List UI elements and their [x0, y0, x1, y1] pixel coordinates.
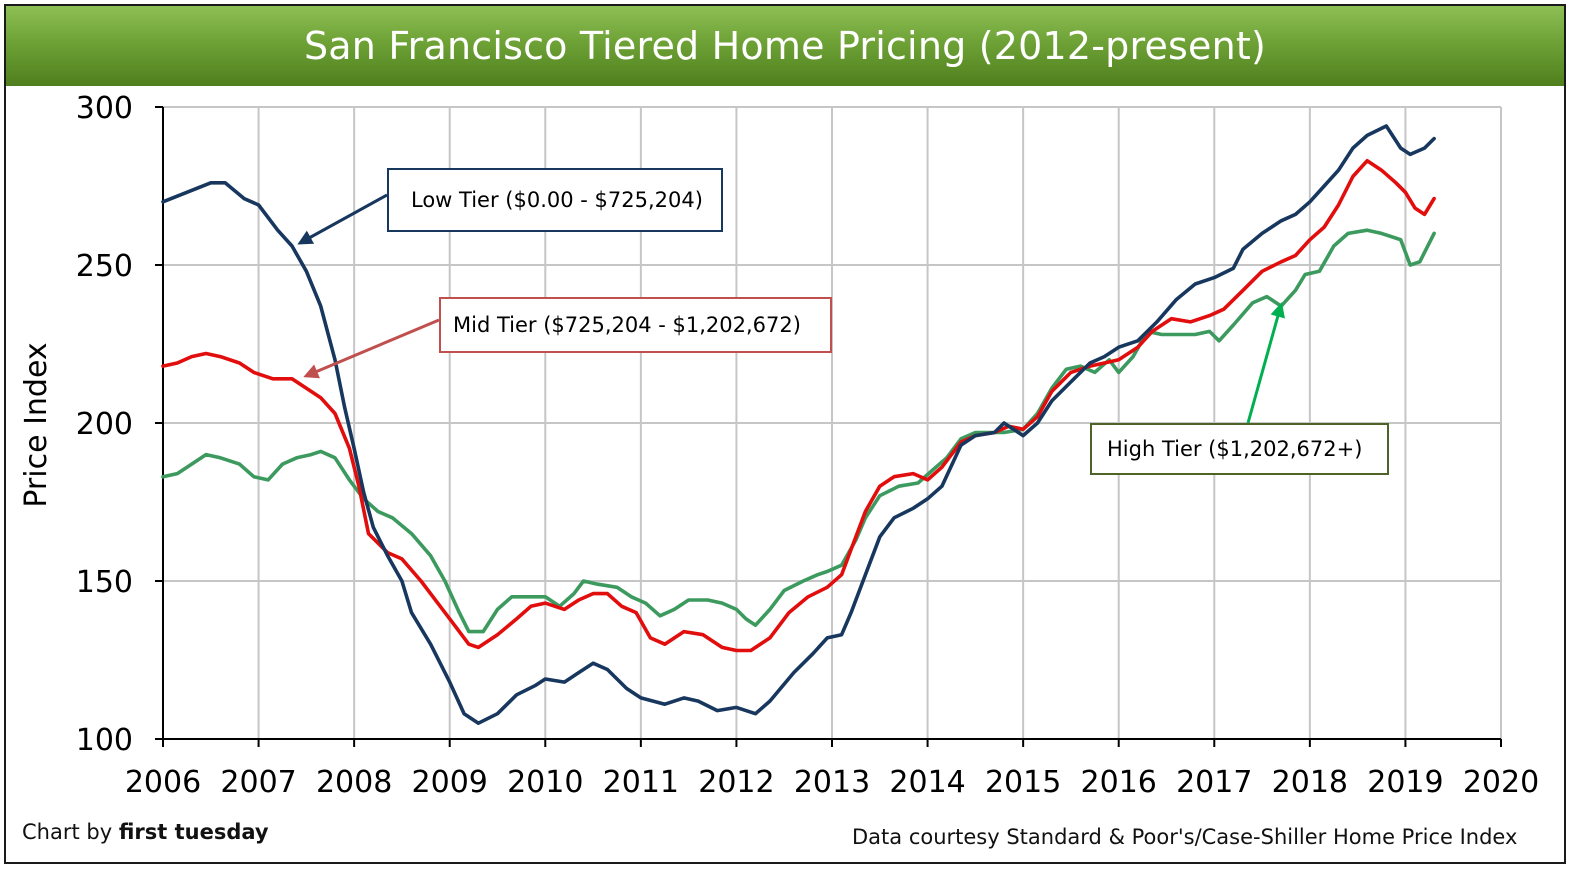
x-tick-label: 2006: [125, 765, 201, 800]
x-tick-label: 2020: [1463, 765, 1539, 800]
x-tick-label: 2018: [1272, 765, 1348, 800]
callout-low-tier-label: Low Tier ($0.00 - $725,204): [411, 188, 703, 212]
x-tick-label: 2010: [507, 765, 583, 800]
callout-mid-tier-label: Mid Tier ($725,204 - $1,202,672): [453, 313, 801, 337]
series-low-tier: [161, 124, 1436, 725]
x-tick-label: 2017: [1176, 765, 1252, 800]
y-tick-label: 200: [76, 407, 133, 442]
chart-credit: Chart by first tuesday: [22, 820, 269, 844]
series-high-tier: [161, 228, 1436, 634]
x-tick-label: 2015: [985, 765, 1061, 800]
x-tick-label: 2016: [1081, 765, 1157, 800]
x-tick-label: 2012: [698, 765, 774, 800]
chart-credit-prefix: Chart by: [22, 820, 119, 844]
y-tick-label: 250: [76, 249, 133, 284]
x-tick-label: 2009: [412, 765, 488, 800]
y-axis-label: Price Index: [19, 342, 54, 507]
chart-title: San Francisco Tiered Home Pricing (2012-…: [303, 24, 1267, 68]
callout-high-tier-label: High Tier ($1,202,672+): [1107, 437, 1363, 461]
series-lines: [161, 124, 1436, 725]
callout-arrow-high-tier: [1246, 302, 1285, 424]
callout-arrow-low-tier: [297, 193, 388, 245]
title-bar: San Francisco Tiered Home Pricing (2012-…: [6, 6, 1564, 86]
callout-high-tier: High Tier ($1,202,672+): [1090, 423, 1389, 475]
data-source-note: Data courtesy Standard & Poor's/Case-Shi…: [852, 825, 1518, 849]
callout-arrow-mid-tier: [303, 318, 440, 379]
x-tick-label: 2008: [316, 765, 392, 800]
callout-arrows: [297, 193, 1285, 424]
x-tick-label: 2019: [1367, 765, 1443, 800]
callout-low-tier: Low Tier ($0.00 - $725,204): [387, 168, 723, 232]
callout-mid-tier: Mid Tier ($725,204 - $1,202,672): [439, 297, 832, 353]
y-tick-label: 100: [76, 723, 133, 758]
x-tick-label: 2014: [889, 765, 965, 800]
axes: [155, 106, 1502, 747]
x-tick-label: 2013: [794, 765, 870, 800]
y-tick-label: 150: [76, 565, 133, 600]
x-tick-label: 2011: [603, 765, 679, 800]
x-tick-label: 2007: [220, 765, 296, 800]
y-tick-label: 300: [76, 91, 133, 126]
tick-labels: 2006 2007 2008 2009 2010 2011 2012 2013 2014 2015…: [76, 91, 1539, 800]
chart-credit-brand: first tuesday: [118, 820, 269, 844]
series-mid-tier: [161, 158, 1436, 653]
